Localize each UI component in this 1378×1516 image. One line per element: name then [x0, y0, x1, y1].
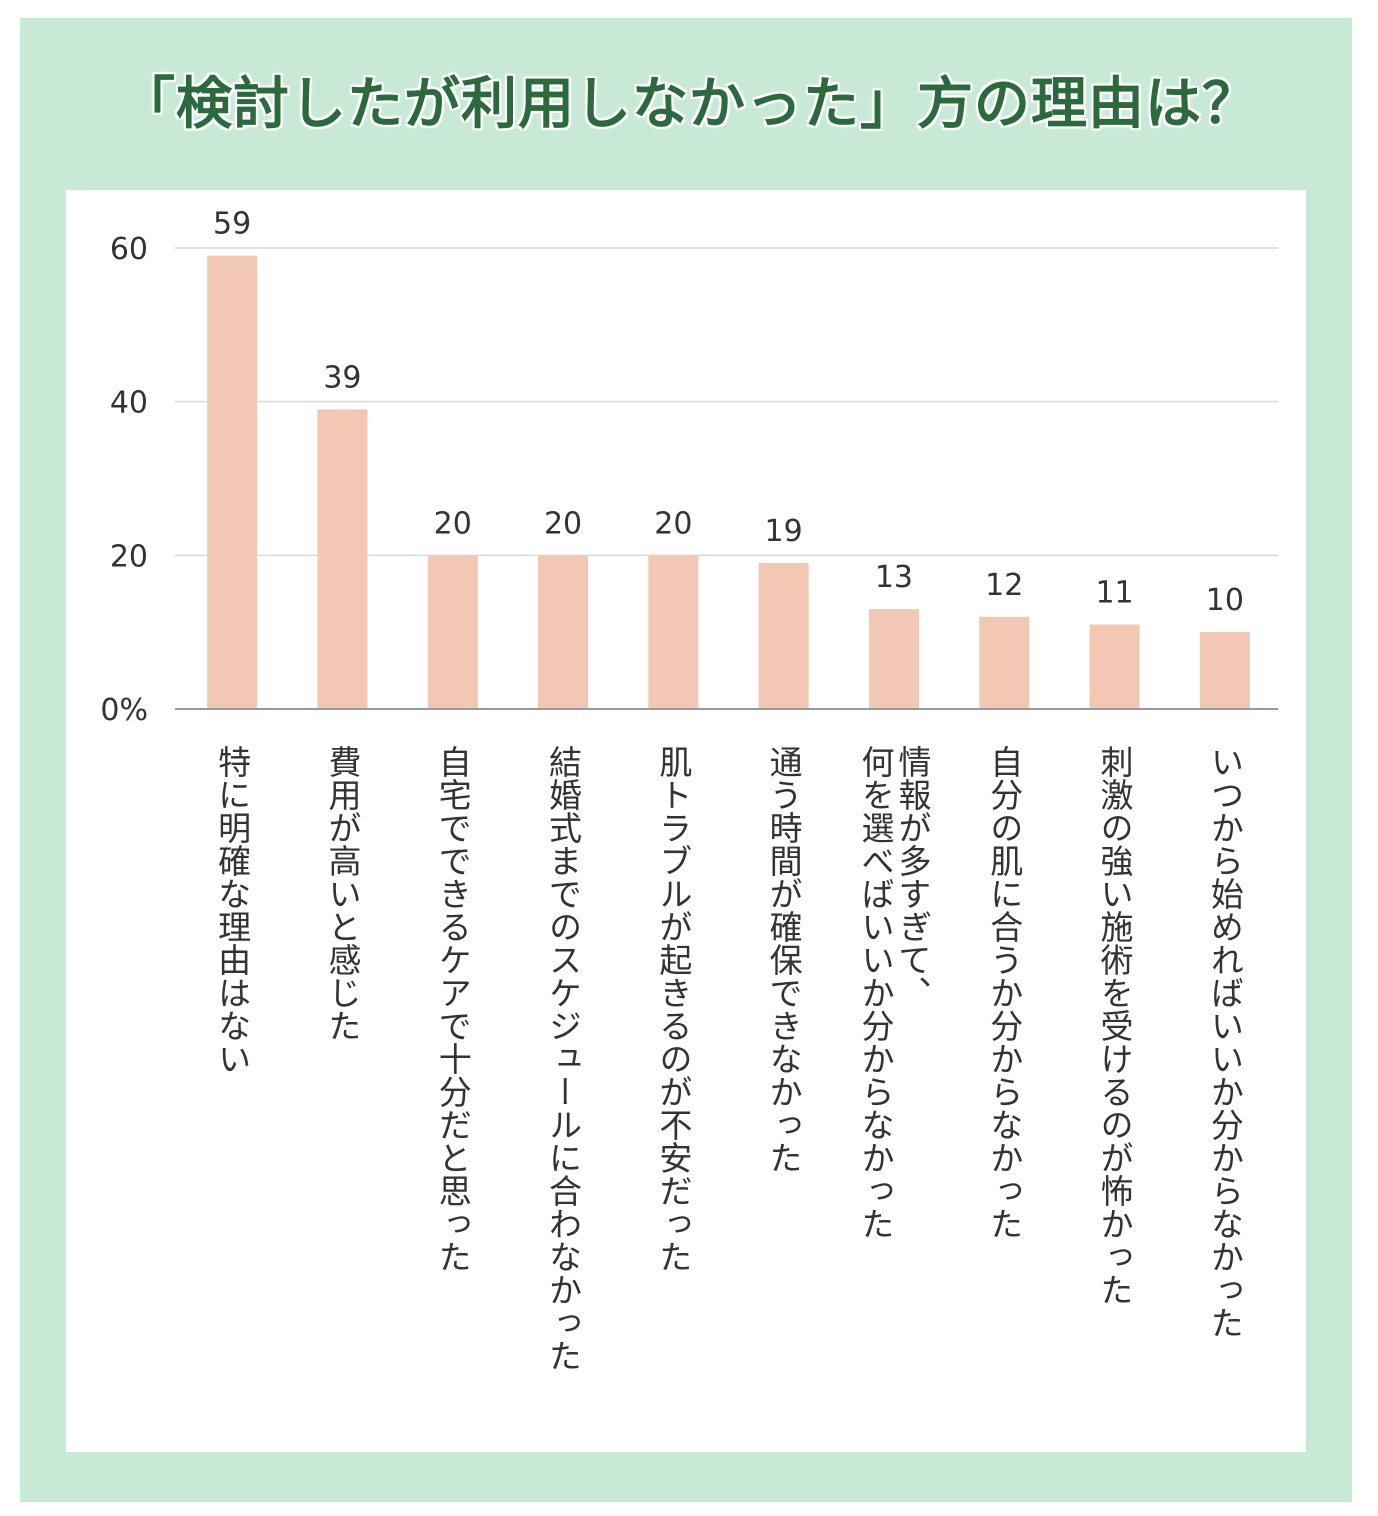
- y-tick-label: 20: [110, 539, 148, 574]
- x-tick-label: 自分の肌に合うか分からなかった: [984, 745, 1024, 1240]
- bar: [427, 555, 478, 709]
- y-tick-label: 40: [110, 386, 148, 421]
- x-tick-label: 情報が多すぎて、 何を選べばいいか分からなかった: [855, 745, 932, 1240]
- x-tick-label: 結婚式までのスケジュールに合わなかった: [543, 745, 583, 1372]
- x-tick-label: 特に明確な理由はない: [212, 745, 252, 1075]
- bar: [1199, 632, 1250, 709]
- x-tick-label: 肌トラブルが起きるのが不安だった: [653, 745, 693, 1273]
- data-label: 20: [654, 506, 692, 541]
- bar: [538, 555, 589, 709]
- bar: [1089, 624, 1140, 709]
- data-label: 10: [1206, 583, 1244, 618]
- y-tick-label: 60: [110, 232, 148, 267]
- chart-panel: [66, 190, 1306, 1452]
- data-label: 13: [875, 560, 913, 595]
- data-label: 59: [213, 207, 251, 242]
- data-label: 20: [544, 506, 582, 541]
- data-label: 39: [323, 360, 361, 395]
- bar: [317, 409, 368, 709]
- bar: [868, 609, 919, 709]
- chart-title: 「検討したが利用しなかった」方の理由は？: [119, 72, 1259, 137]
- data-label: 11: [1095, 575, 1133, 610]
- x-tick-label: 通う時間が確保できなかった: [764, 745, 804, 1174]
- bar: [758, 563, 809, 709]
- x-tick-label: 刺激の強い施術を受けるのが怖かった: [1095, 745, 1135, 1306]
- data-label: 20: [434, 506, 472, 541]
- bar: [648, 555, 699, 709]
- data-label: 19: [765, 514, 803, 549]
- x-tick-label: 自宅でできるケアで十分だと思った: [433, 745, 473, 1273]
- bar: [207, 255, 258, 709]
- x-tick-label: いつから始めればいいか分からなかった: [1205, 745, 1245, 1339]
- x-tick-label: 費用が高いと感じた: [322, 745, 362, 1042]
- data-label: 12: [985, 568, 1023, 603]
- y-tick-label: 0%: [100, 693, 148, 728]
- bar: [979, 616, 1030, 709]
